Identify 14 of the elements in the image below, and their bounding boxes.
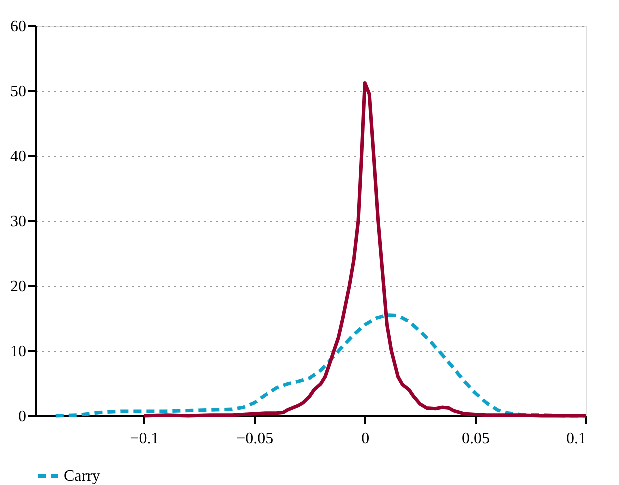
- x-tick-label: −0.05: [236, 430, 274, 448]
- x-tick-label: −0.1: [130, 430, 160, 448]
- legend-label: Carry: [64, 468, 100, 485]
- y-tick-label: 50: [10, 84, 26, 100]
- y-tick-label: 0: [18, 408, 26, 426]
- y-tick-label: 20: [10, 278, 26, 296]
- x-tick-label: 0: [362, 430, 370, 448]
- y-tick-label: 40: [10, 148, 26, 166]
- y-tick-label: 30: [10, 214, 26, 230]
- x-tick-label: 0.05: [462, 430, 490, 448]
- x-tick-label: 0.1: [566, 430, 586, 448]
- y-tick-label: 10: [10, 344, 26, 360]
- y-tick-label: 60: [10, 18, 26, 36]
- line-series: [142, 81, 588, 418]
